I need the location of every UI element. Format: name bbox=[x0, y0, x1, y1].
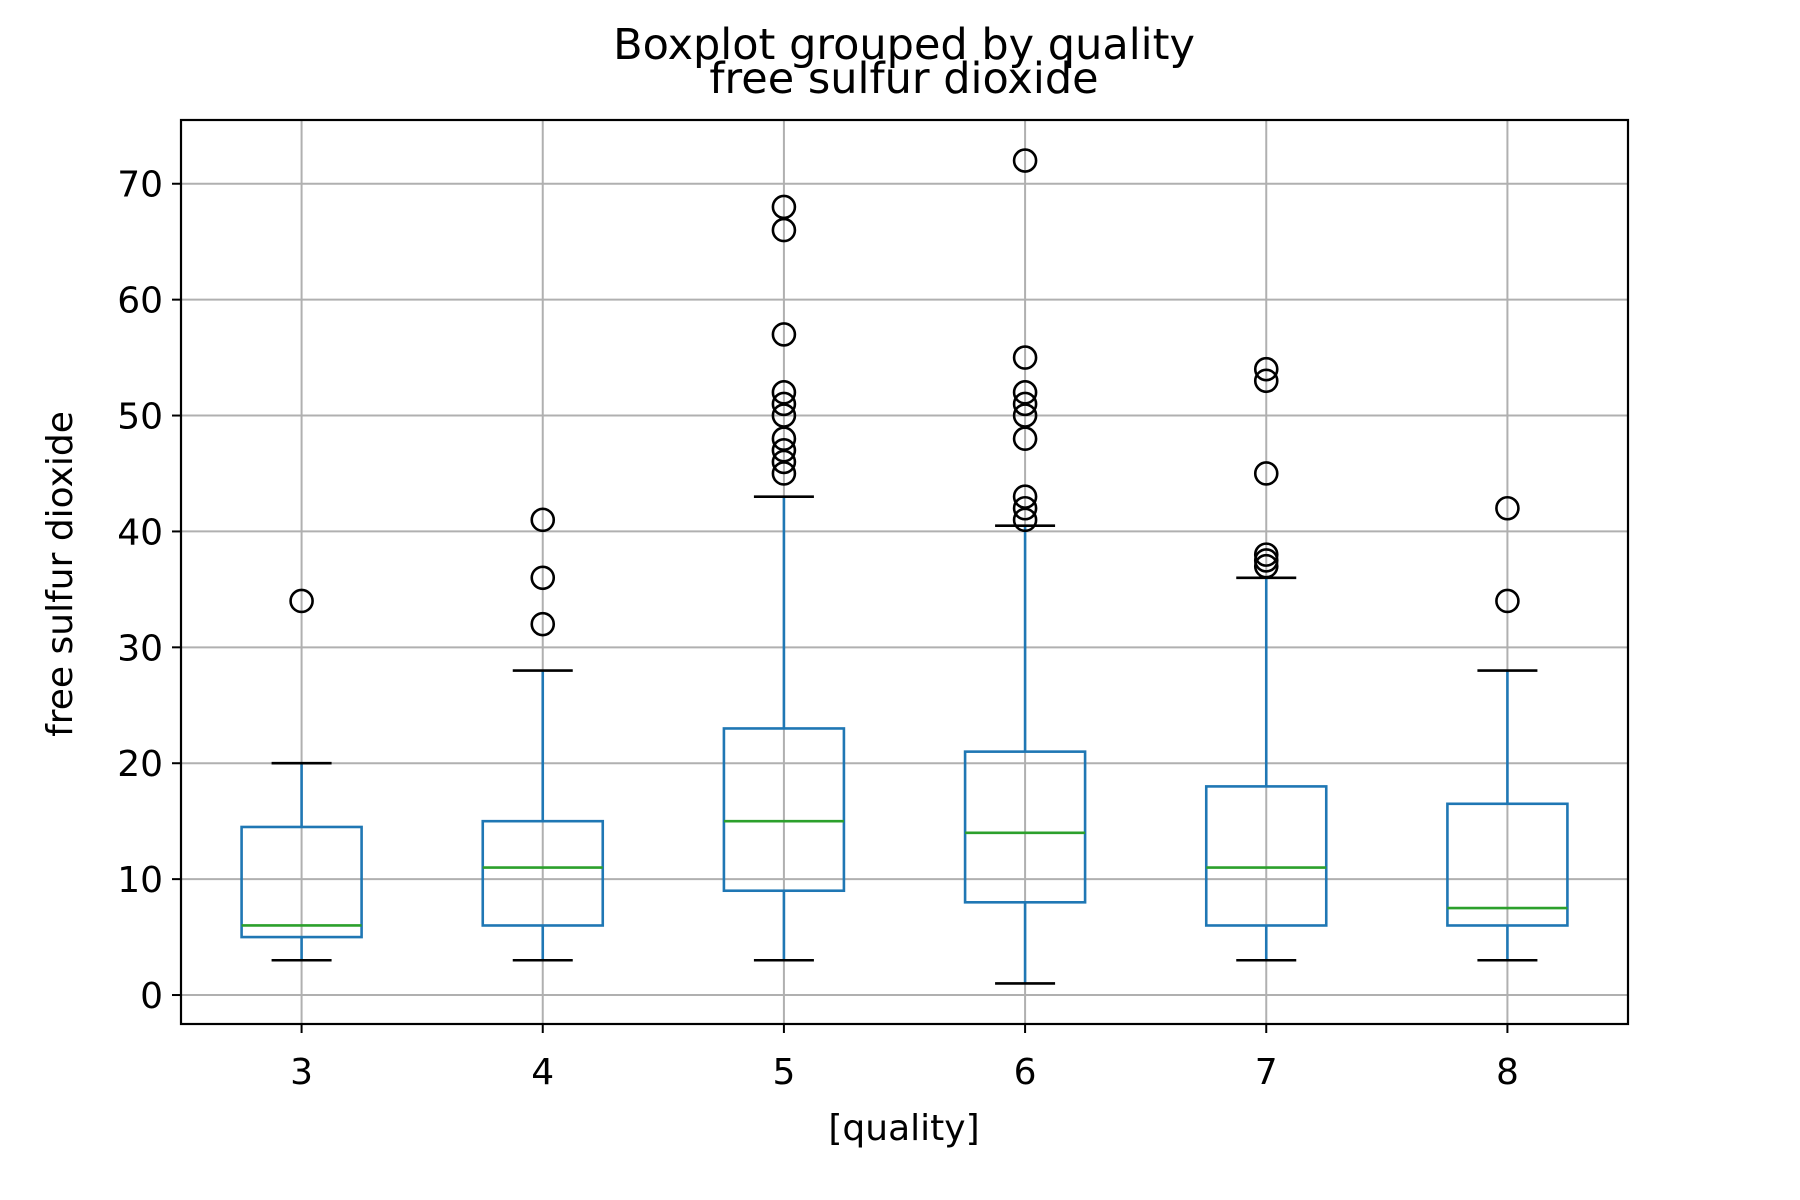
box-group-8 bbox=[1446, 495, 1569, 962]
y-tick-label: 60 bbox=[117, 281, 163, 322]
flier-point bbox=[1012, 380, 1038, 405]
flier-point bbox=[1012, 148, 1038, 173]
flier-point bbox=[1253, 461, 1279, 486]
flier-point bbox=[1253, 542, 1279, 567]
box bbox=[722, 727, 846, 893]
flier-point bbox=[530, 611, 556, 637]
flier-point bbox=[1495, 588, 1520, 614]
flier-point bbox=[771, 194, 797, 220]
flier-point bbox=[1253, 548, 1279, 573]
x-axis-label: [quality] bbox=[828, 1108, 979, 1149]
flier-point bbox=[1253, 356, 1279, 382]
grid-layer bbox=[181, 120, 1628, 1024]
flier-point bbox=[1012, 345, 1038, 370]
flier-point bbox=[530, 565, 556, 591]
box-group-3 bbox=[240, 588, 363, 962]
box-group-6 bbox=[963, 148, 1087, 985]
chart-suptitle: Boxplot grouped by quality bbox=[613, 20, 1195, 70]
box bbox=[1204, 785, 1328, 927]
x-tick-label: 8 bbox=[1496, 1052, 1519, 1093]
x-tick-label: 4 bbox=[531, 1052, 554, 1093]
tick-layer: 0 10 20 30 40 50 60 70 3 4 5 6 7 8 bbox=[117, 165, 1519, 1093]
box bbox=[963, 750, 1087, 904]
chart-title: free sulfur dioxide bbox=[709, 54, 1098, 104]
flier-point bbox=[1012, 484, 1038, 509]
y-tick-label: 30 bbox=[117, 628, 163, 669]
flier-point bbox=[1012, 391, 1038, 417]
x-tick-label: 5 bbox=[772, 1052, 795, 1093]
flier-point bbox=[771, 322, 797, 347]
box bbox=[240, 825, 363, 939]
box bbox=[1446, 802, 1569, 927]
y-tick-label: 50 bbox=[117, 397, 163, 438]
y-tick-label: 10 bbox=[117, 860, 163, 901]
x-tick-label: 7 bbox=[1255, 1052, 1278, 1093]
box-group-4 bbox=[481, 507, 605, 962]
x-tick-label: 6 bbox=[1014, 1052, 1037, 1093]
x-tick-label: 3 bbox=[290, 1052, 313, 1093]
y-axis-label: free sulfur dioxide bbox=[40, 411, 81, 737]
flier-point bbox=[771, 380, 797, 405]
flier-point bbox=[771, 438, 797, 463]
box bbox=[481, 819, 605, 927]
box-group-5 bbox=[722, 194, 846, 962]
plot-frame bbox=[179, 118, 1630, 1026]
box-group-7 bbox=[1204, 356, 1328, 962]
y-tick-label: 0 bbox=[140, 976, 163, 1017]
flier-point bbox=[1253, 368, 1279, 394]
flier-point bbox=[1012, 495, 1038, 521]
y-tick-label: 70 bbox=[117, 165, 163, 206]
flier-point bbox=[1253, 553, 1279, 579]
flier-point bbox=[1495, 495, 1520, 521]
y-tick-label: 40 bbox=[117, 512, 163, 553]
flier-point bbox=[289, 588, 314, 614]
plot-layer bbox=[240, 148, 1569, 985]
flier-point bbox=[771, 391, 797, 417]
y-tick-label: 20 bbox=[117, 744, 163, 785]
flier-point bbox=[530, 507, 556, 533]
